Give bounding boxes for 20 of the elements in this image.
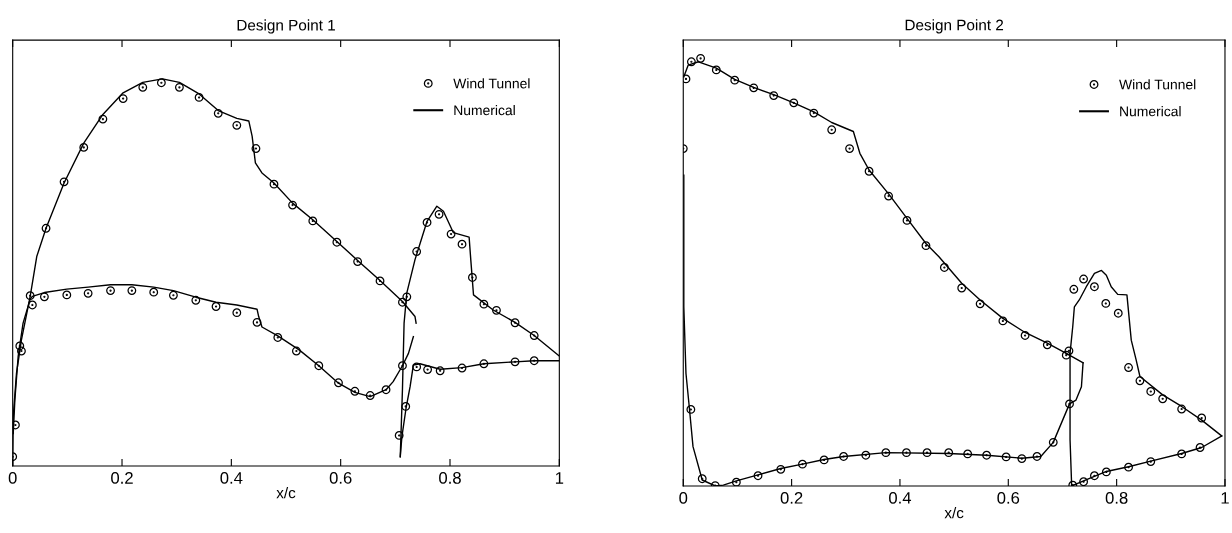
x-tick-label: 0.6: [997, 491, 1020, 504]
x-axis-title: x/c: [276, 487, 296, 499]
x-tick-label: 0.4: [889, 491, 912, 504]
x-tick-label: 0.2: [780, 491, 803, 504]
x-tick-label: 0.8: [439, 472, 461, 484]
x-tick-label: 0.6: [329, 472, 352, 484]
x-tick-label: 0.8: [1105, 491, 1128, 504]
x-tick-label: 0.4: [220, 472, 243, 484]
x-tick-label: 0.2: [111, 472, 133, 484]
legend-label: Wind Tunnel: [453, 78, 530, 89]
x-axis-title: x/c: [944, 507, 964, 519]
chart-title: Design Point 2: [905, 19, 1004, 34]
x-tick-label: 0: [8, 472, 17, 484]
x-tick-label: 1: [1221, 492, 1229, 504]
x-tick-label: 1: [555, 472, 564, 484]
legend-label: Numerical: [1120, 106, 1181, 117]
legend-label: Wind Tunnel: [1119, 79, 1196, 90]
x-tick-label: 0: [679, 491, 688, 504]
legend-label: Numerical: [454, 105, 515, 116]
chart-title: Design Point 1: [237, 19, 335, 34]
